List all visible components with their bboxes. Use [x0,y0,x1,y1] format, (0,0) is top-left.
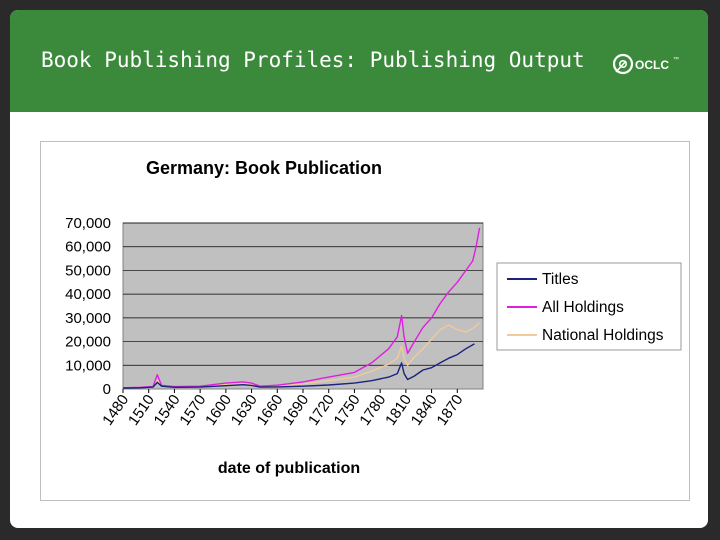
x-tick-label: 1660 [253,392,286,429]
gridlines [123,222,483,366]
y-tick-label: 30,000 [65,310,111,327]
x-tick-label: 1600 [202,392,235,429]
legend-label: Titles [542,271,579,288]
legend-label: National Holdings [542,327,664,344]
slide-header: Book Publishing Profiles: Publishing Out… [10,10,708,112]
x-tick-label: 1750 [331,392,364,429]
slide: Book Publishing Profiles: Publishing Out… [10,10,708,528]
chart: Germany: Book Publication 0 10,000 20,000 3… [65,158,682,477]
x-tick-label: 1570 [176,392,209,429]
logo-trademark: ™ [673,56,679,63]
x-tick-label: 1540 [151,392,184,429]
y-tick-label: 50,000 [65,262,111,279]
x-tick-label: 1870 [433,392,466,429]
x-axis-ticks: 1480151015401570160016301660169017201750… [99,389,467,429]
chart-frame: Germany: Book Publication 0 10,000 20,000 3… [40,141,690,501]
y-tick-label: 10,000 [65,357,111,374]
oclc-logo: OCLC ™ [612,53,679,75]
x-tick-label: 1780 [356,392,389,429]
y-axis-ticks: 0 10,000 20,000 30,000 40,000 50,000 60,000 70,… [65,215,111,398]
y-tick-label: 0 [103,381,111,398]
chart-title: Germany: Book Publication [146,158,382,178]
series-line-titles [122,343,475,389]
y-tick-label: 60,000 [65,239,111,256]
logo-text: OCLC [635,58,669,72]
x-tick-label: 1810 [382,392,415,429]
x-tick-label: 1720 [305,392,338,429]
x-axis-label: date of publication [218,460,360,477]
x-tick-label: 1630 [228,392,261,429]
x-tick-label: 1510 [125,392,158,429]
slide-title: Book Publishing Profiles: Publishing Out… [41,48,585,72]
y-tick-label: 20,000 [65,334,111,351]
y-tick-label: 40,000 [65,286,111,303]
y-tick-label: 70,000 [65,215,111,232]
legend: Titles All Holdings National Holdings [496,262,682,351]
x-tick-label: 1840 [408,392,441,429]
legend-label: All Holdings [542,299,624,316]
plot-area [122,222,484,390]
series-lines [122,227,481,389]
x-tick-label: 1690 [279,392,312,429]
